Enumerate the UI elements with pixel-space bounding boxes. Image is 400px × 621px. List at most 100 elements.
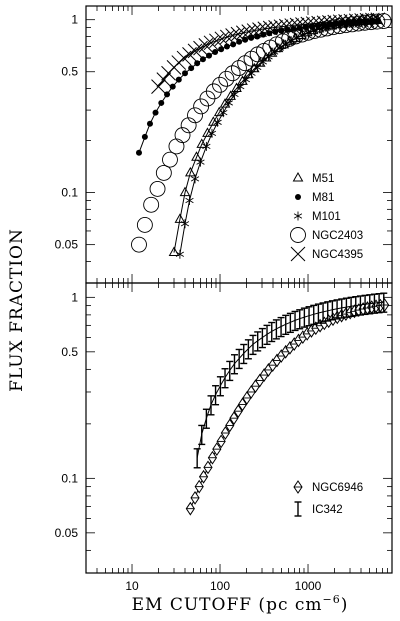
legend-label: M101 <box>312 211 341 223</box>
series-ngc4395 <box>151 12 386 94</box>
data-point <box>141 133 148 140</box>
data-point <box>233 404 243 419</box>
data-point <box>338 14 353 29</box>
data-point <box>216 434 226 449</box>
x-ticks <box>85 283 393 573</box>
data-point <box>202 141 211 151</box>
data-point <box>207 450 218 465</box>
data-point <box>342 297 350 318</box>
data-point <box>305 306 313 327</box>
y-tick-label: 0.05 <box>55 526 79 540</box>
data-point <box>203 35 219 51</box>
data-point <box>190 174 200 184</box>
data-point <box>213 117 222 127</box>
data-point <box>300 24 316 41</box>
y-tick-label: 1 <box>71 290 78 304</box>
x-axis-label: EM CUTOFF (pc cm−6) <box>132 593 349 615</box>
data-point <box>190 490 200 505</box>
x-tick-label: 10 <box>125 579 139 593</box>
data-point <box>203 460 213 475</box>
legend-marker <box>290 227 306 243</box>
legend-label: NGC4395 <box>312 249 363 261</box>
data-point <box>207 128 217 138</box>
data-point <box>348 13 364 29</box>
data-point <box>258 327 266 349</box>
data-point <box>268 321 276 343</box>
data-point <box>310 304 318 326</box>
data-point <box>185 196 194 206</box>
data-point <box>131 236 147 253</box>
data-point <box>187 43 203 59</box>
panel-top: 0.05 0.1 0.5 1 M51 M81 M101 NGC2403 NGC4395 <box>55 5 393 284</box>
data-point <box>180 117 197 134</box>
legend-marker <box>295 194 301 200</box>
legend-marker <box>290 246 306 262</box>
data-point <box>237 397 248 412</box>
data-point <box>218 70 235 87</box>
data-point <box>206 52 213 59</box>
data-point <box>331 18 348 35</box>
data-point <box>230 354 238 375</box>
data-point <box>194 479 204 494</box>
legend-entry-ngc4395: NGC4395 <box>290 246 363 262</box>
data-point <box>354 13 370 28</box>
data-point <box>162 151 178 168</box>
data-point <box>359 12 375 28</box>
data-point <box>193 448 201 469</box>
plot-frame <box>85 282 393 574</box>
data-point <box>149 180 166 197</box>
data-point <box>333 299 341 320</box>
legend-marker <box>293 211 303 221</box>
data-point <box>347 296 355 318</box>
data-point <box>219 29 235 45</box>
data-point <box>225 418 235 433</box>
data-point <box>225 28 240 43</box>
data-point <box>356 14 373 31</box>
legend-marker <box>292 171 304 182</box>
data-point <box>328 300 336 321</box>
data-point <box>156 72 172 88</box>
series-m101 <box>175 15 381 259</box>
legend-label: NGC6946 <box>312 482 363 494</box>
series-ngc6946-line <box>189 304 385 509</box>
data-point <box>212 49 219 56</box>
data-point <box>198 469 209 484</box>
data-point <box>230 60 247 77</box>
legend-entry-ngc2403: NGC2403 <box>290 227 363 243</box>
data-point <box>174 213 186 223</box>
data-point <box>319 302 327 323</box>
data-point <box>179 186 191 197</box>
series-m81 <box>135 17 382 156</box>
data-point <box>202 408 210 429</box>
data-point <box>185 501 195 516</box>
data-point <box>324 301 332 322</box>
data-point <box>187 107 203 124</box>
x-axis-label-end: ) <box>341 595 349 615</box>
data-point <box>205 83 222 100</box>
legend-marker <box>293 480 303 494</box>
legend: M51 M81 M101 NGC2403 NGC4395 <box>290 171 363 262</box>
legend-label: M81 <box>312 192 334 204</box>
data-point <box>229 411 239 426</box>
legend: NGC6946 IC342 <box>293 480 363 517</box>
panel-bottom: 0.05 0.1 0.5 1 10 100 1000 NGC6946 IC342 <box>55 282 393 593</box>
data-point <box>219 108 228 118</box>
data-point <box>274 33 291 50</box>
data-point <box>332 14 348 30</box>
data-point <box>146 120 153 127</box>
data-point <box>188 65 195 72</box>
data-point <box>286 312 294 334</box>
x-tick-label: 100 <box>210 579 230 593</box>
data-point <box>168 138 185 155</box>
data-point <box>235 348 243 370</box>
data-point <box>175 249 185 259</box>
data-point <box>219 98 231 108</box>
data-point <box>164 91 171 98</box>
data-point <box>296 309 304 330</box>
data-point <box>350 15 367 32</box>
data-point <box>221 368 229 389</box>
y-tick-label: 0.5 <box>61 65 78 79</box>
legend-entry-ic342: IC342 <box>294 501 343 517</box>
data-point <box>184 166 196 177</box>
data-point <box>247 68 256 78</box>
